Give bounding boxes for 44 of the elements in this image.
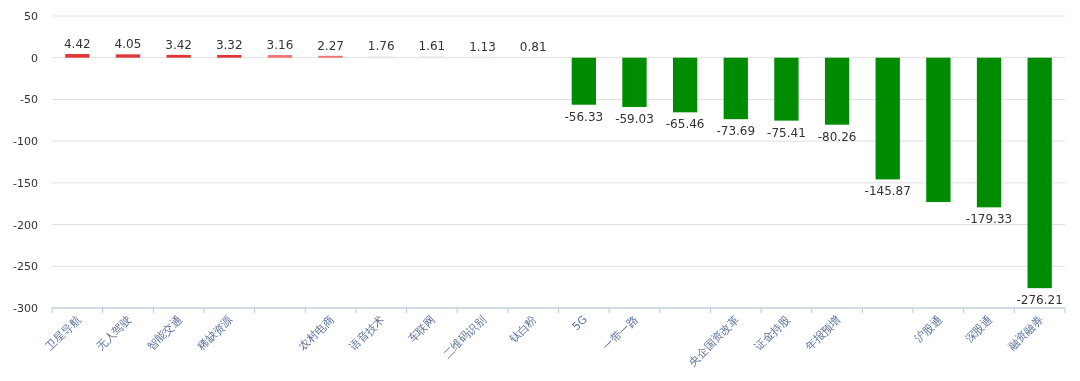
x-tick-label: 车联网 xyxy=(405,312,438,346)
y-tick-label: -300 xyxy=(13,302,38,315)
x-tick-label: 无人驾驶 xyxy=(93,312,135,354)
data-label: 4.05 xyxy=(114,37,142,52)
x-tick-label: 一带一路 xyxy=(600,312,641,354)
x-tick-label: 二维码识别 xyxy=(440,312,489,362)
x-tick-label: 卫星导航 xyxy=(43,312,84,354)
data-label: 3.32 xyxy=(215,37,243,52)
data-label: -65.46 xyxy=(665,117,705,132)
x-tick-label: 沪股通 xyxy=(911,312,945,346)
data-label: 2.27 xyxy=(317,38,344,53)
data-label: -56.33 xyxy=(564,109,604,124)
data-label: -145.87 xyxy=(864,184,911,199)
data-label: -80.26 xyxy=(817,129,857,144)
x-tick-label: 证金持股 xyxy=(752,312,793,354)
x-tick-label: 央企国资改革 xyxy=(686,312,742,369)
data-label: 3.16 xyxy=(266,38,294,53)
x-tick-label: 融资融券 xyxy=(1005,312,1046,354)
y-tick-label: -200 xyxy=(13,218,38,232)
data-label: 1.61 xyxy=(418,39,446,54)
data-label: -75.41 xyxy=(767,125,806,140)
x-tick-label: 稀缺资源 xyxy=(195,312,236,354)
data-label: -276.21 xyxy=(1016,293,1063,308)
y-tick-label: 0 xyxy=(31,51,38,65)
y-tick-label: -150 xyxy=(13,176,38,190)
x-tick-label: 语音技术 xyxy=(347,312,388,354)
x-tick-label: 智能交通 xyxy=(144,312,185,354)
x-tick-label: 农村电商 xyxy=(296,312,337,354)
y-tick-label: 50 xyxy=(24,10,38,23)
x-tick-label: 深股通 xyxy=(962,312,996,346)
y-tick-label: -250 xyxy=(13,260,38,274)
y-tick-label: -50 xyxy=(20,93,38,107)
data-label: 3.42 xyxy=(165,37,192,52)
data-label: -179.33 xyxy=(965,212,1013,227)
data-label: 1.13 xyxy=(469,39,496,54)
y-tick-label: -100 xyxy=(13,135,38,149)
data-label: 4.42 xyxy=(63,37,91,52)
data-label: -59.03 xyxy=(615,111,654,126)
x-tick-label: 5G xyxy=(569,312,590,334)
data-label: -73.69 xyxy=(716,124,756,139)
x-tick-label: 钛白粉 xyxy=(506,312,540,347)
x-tick-label: 年报预增 xyxy=(802,312,844,354)
data-label: 0.81 xyxy=(519,40,547,55)
data-label: 1.76 xyxy=(367,39,395,54)
